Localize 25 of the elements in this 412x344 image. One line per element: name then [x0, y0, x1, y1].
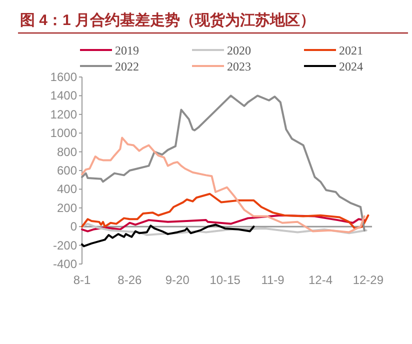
x-tick-label: 12-29 [352, 273, 384, 287]
x-tick-label: 11-9 [261, 273, 285, 287]
y-tick-label: 0 [70, 220, 78, 234]
y-tick-label: 200 [56, 200, 78, 215]
legend-label: 2024 [339, 60, 363, 74]
x-tick-label: 12-4 [308, 273, 333, 287]
x-tick-label: 8-26 [118, 273, 142, 287]
legend-label: 2022 [115, 60, 139, 74]
y-tick-label: 600 [56, 164, 78, 178]
x-tick-label: 9-20 [165, 273, 190, 287]
y-tick-label: 400 [56, 182, 78, 196]
x-tick-label: 8-1 [73, 273, 91, 287]
y-tick-label: 800 [56, 144, 78, 159]
y-tick-label: -200 [52, 238, 78, 252]
y-tick-label: 1000 [50, 126, 78, 140]
y-tick-label: 1400 [50, 88, 78, 103]
legend-label: 2019 [115, 44, 139, 58]
y-tick-label: 1200 [50, 107, 78, 122]
y-tick-label: -400 [52, 257, 78, 271]
chart-title: 图 4：1 月合约基差走势（现货为江苏地区） [20, 12, 316, 29]
x-tick-label: 10-15 [210, 273, 241, 287]
legend-label: 2020 [227, 44, 251, 58]
legend-label: 2023 [227, 60, 251, 74]
legend-label: 2021 [339, 44, 363, 58]
y-tick-label: 1600 [50, 70, 78, 84]
